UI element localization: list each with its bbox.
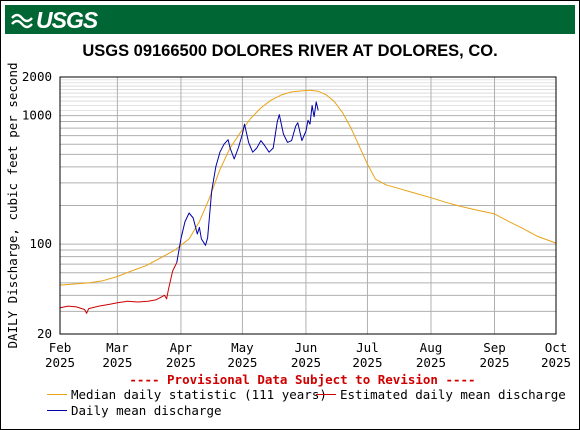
- x-tick-month: Mar: [106, 340, 129, 355]
- usgs-logo: USGS: [11, 6, 98, 33]
- y-tick-label: 20: [37, 326, 52, 341]
- series-line-0: [59, 89, 557, 286]
- series-lines: [59, 89, 557, 314]
- usgs-logo-text: USGS: [36, 6, 98, 33]
- x-tick-month: Apr: [170, 340, 193, 355]
- x-tick-year: 2025: [45, 355, 75, 370]
- legend-label-daily-mean: Daily mean discharge: [71, 403, 222, 418]
- series-line-1: [59, 262, 178, 314]
- provisional-notice: ---- Provisional Data Subject to Revisio…: [129, 372, 476, 387]
- y-tick-label: 100: [29, 236, 52, 251]
- usgs-wave-icon: [11, 13, 33, 29]
- y-tick-label: 2000: [22, 69, 52, 84]
- x-tick-year: 2025: [227, 355, 257, 370]
- x-tick-month: Oct: [545, 340, 568, 355]
- x-tick-year: 2025: [479, 355, 509, 370]
- x-tick-year: 2025: [291, 355, 321, 370]
- x-tick-month: Sep: [483, 340, 506, 355]
- y-axis-label: DAILY Discharge, cubic feet per second: [5, 63, 20, 349]
- x-tick-month: May: [231, 340, 254, 355]
- y-tick-labels: 20 100 1000 2000: [22, 69, 52, 341]
- x-tick-year: 2025: [541, 355, 571, 370]
- legend-item-daily-mean: Daily mean discharge: [47, 403, 222, 418]
- x-tick-year: 2025: [166, 355, 196, 370]
- chart-title: USGS 09166500 DOLORES RIVER AT DOLORES, …: [82, 42, 498, 60]
- legend-swatch-daily-mean: [47, 410, 67, 411]
- x-tick-month: Jul: [356, 340, 379, 355]
- legend-item-estimated: Estimated daily mean discharge: [316, 387, 566, 402]
- grid-lines: [59, 76, 557, 335]
- legend-label-estimated: Estimated daily mean discharge: [340, 387, 566, 402]
- x-tick-month: Feb: [49, 340, 72, 355]
- x-tick-year: 2025: [352, 355, 382, 370]
- legend-item-median: Median daily statistic (111 years): [47, 387, 327, 402]
- plot-border: [59, 76, 557, 335]
- y-tick-label: 1000: [22, 108, 52, 123]
- legend-label-median: Median daily statistic (111 years): [71, 387, 327, 402]
- x-tick-month: Aug: [420, 340, 443, 355]
- x-tick-month: Jun: [295, 340, 318, 355]
- x-tick-year: 2025: [102, 355, 132, 370]
- usgs-banner: USGS: [5, 5, 575, 34]
- series-line-2: [176, 101, 319, 263]
- x-tick-labels: Feb2025Mar2025Apr2025May2025Jun2025Jul20…: [45, 340, 571, 370]
- x-tick-year: 2025: [416, 355, 446, 370]
- legend-swatch-median: [47, 394, 67, 395]
- legend-swatch-estimated: [316, 394, 336, 395]
